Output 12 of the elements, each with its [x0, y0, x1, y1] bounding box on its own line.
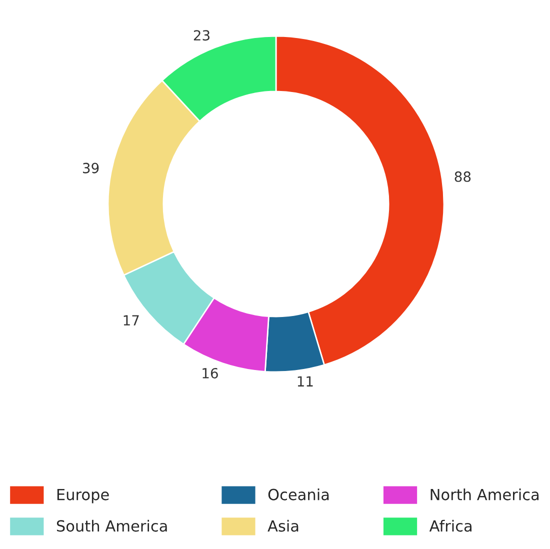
legend-label: Asia: [268, 520, 298, 532]
legend-label: South America: [56, 520, 167, 532]
legend-label: Africa: [429, 520, 472, 532]
legend-label: Europe: [57, 488, 109, 504]
legend-label: Oceania: [268, 488, 329, 500]
data-label: 88: [454, 171, 471, 182]
data-label: 17: [124, 315, 139, 326]
data-label: 23: [194, 30, 210, 41]
legend-label: North America: [430, 488, 539, 500]
data-label: 16: [202, 368, 218, 378]
data-label: 39: [83, 162, 99, 174]
data-label: 11: [298, 376, 313, 386]
